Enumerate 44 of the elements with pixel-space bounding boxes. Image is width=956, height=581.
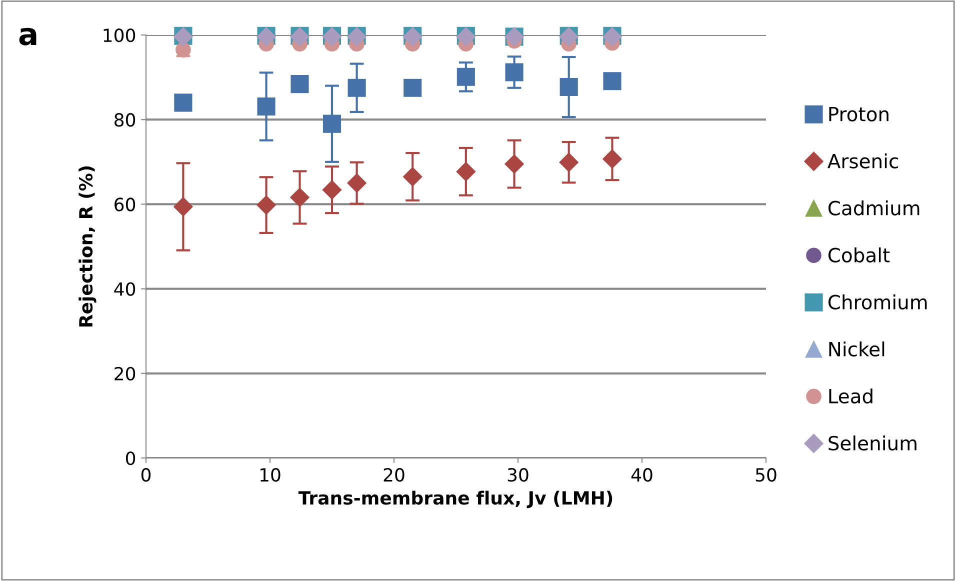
- point: [256, 196, 276, 215]
- x-axis-title: Trans-membrane flux, Jv (LMH): [298, 490, 612, 508]
- y-tick-label: 60: [114, 198, 136, 212]
- legend-label: Chromium: [828, 294, 927, 310]
- point: [602, 149, 622, 168]
- point: [322, 114, 342, 133]
- x-tick-label: 0: [141, 468, 151, 482]
- point: [290, 75, 309, 94]
- legend-label: Cadmium: [828, 200, 920, 216]
- point: [456, 162, 476, 182]
- legend-label: Nickel: [829, 341, 884, 356]
- point: [176, 42, 191, 58]
- legend-label: Selenium: [828, 435, 916, 451]
- legend-label: Lead: [829, 388, 872, 404]
- point: [603, 72, 622, 90]
- x-tick-label: 30: [508, 468, 528, 482]
- point: [505, 63, 524, 82]
- point: [347, 174, 366, 193]
- point: [322, 180, 342, 200]
- point: [290, 188, 310, 207]
- x-tick-label: 20: [384, 468, 404, 482]
- y-tick-label: 0: [126, 451, 136, 466]
- y-tick-label: 100: [104, 28, 136, 42]
- legend-label: Cobalt: [828, 247, 890, 262]
- y-tick-label: 20: [114, 366, 136, 381]
- y-axis-title: Rejection, R (%): [78, 166, 96, 326]
- point: [174, 197, 193, 216]
- x-tick-label: 50: [756, 468, 776, 482]
- point: [504, 154, 524, 174]
- text: a: [19, 28, 36, 46]
- point: [348, 78, 366, 97]
- x-tick-label: 40: [631, 468, 652, 482]
- point: [456, 68, 475, 86]
- legend-label: Arsenic: [828, 153, 898, 168]
- y-tick-label: 40: [114, 282, 136, 296]
- point: [559, 152, 578, 172]
- point: [404, 78, 422, 97]
- y-tick-label: 80: [114, 113, 136, 127]
- point: [174, 94, 192, 112]
- point: [560, 78, 578, 96]
- x-tick-label: 10: [260, 468, 280, 482]
- legend-label: Proton: [829, 106, 888, 122]
- point: [257, 97, 276, 116]
- point: [403, 167, 422, 186]
